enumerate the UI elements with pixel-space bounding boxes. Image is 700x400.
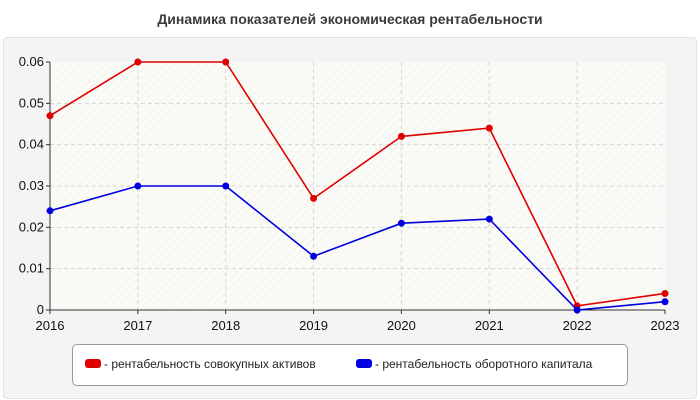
x-tick-label: 2020 [387,318,416,333]
series-1-point [661,289,669,297]
legend-item-assets: - рентабельность совокупных активов [85,357,316,371]
legend-label: - рентабельность совокупных активов [104,357,316,371]
series-2-point [397,219,405,227]
series-1-point [134,58,142,66]
x-tick-labels: 2016 2017 2018 2019 2020 2021 2022 2023 [36,318,680,333]
series-1-point [485,124,493,132]
series-1-point [397,132,405,140]
series-2-point [485,215,493,223]
legend-swatch-red [85,359,101,369]
series-line-1 [49,61,666,307]
series-2-point [661,298,669,306]
y-tick-labels: 0 0.01 0.02 0.03 0.04 0.05 0.06 [19,54,44,317]
grid-lines [50,62,665,310]
legend: - рентабельность совокупных активов - ре… [72,344,628,386]
series-1-point [222,58,230,66]
series-1-point [46,112,54,120]
y-tick-label: 0.04 [19,137,44,152]
x-tick-label: 2017 [123,318,152,333]
x-tick-label: 2018 [211,318,240,333]
y-tick-label: 0.05 [19,95,44,110]
x-tick-label: 2016 [36,318,65,333]
y-tick-label: 0.02 [19,219,44,234]
series-line-2 [49,185,666,311]
y-tick-label: 0.01 [19,261,44,276]
chart-title: Динамика показателей экономическая рента… [157,11,543,27]
series-2-point [222,182,230,190]
series-2-point [134,182,142,190]
x-tick-label: 2019 [299,318,328,333]
series-2-point [310,252,318,260]
y-tick-label: 0.03 [19,178,44,193]
x-tick-label: 2022 [563,318,592,333]
legend-item-working-capital: - рентабельность оборотного капитала [356,357,592,371]
series-2-point [46,207,54,215]
x-tick-label: 2021 [475,318,504,333]
x-tick-label: 2023 [651,318,680,333]
y-tick-label: 0 [37,302,44,317]
series-2-point [573,306,581,314]
legend-swatch-blue [356,359,372,369]
y-tick-label: 0.06 [19,54,44,69]
legend-label: - рентабельность оборотного капитала [375,357,593,371]
series-lines [46,58,669,314]
axes [46,61,666,314]
series-1-point [310,194,318,202]
